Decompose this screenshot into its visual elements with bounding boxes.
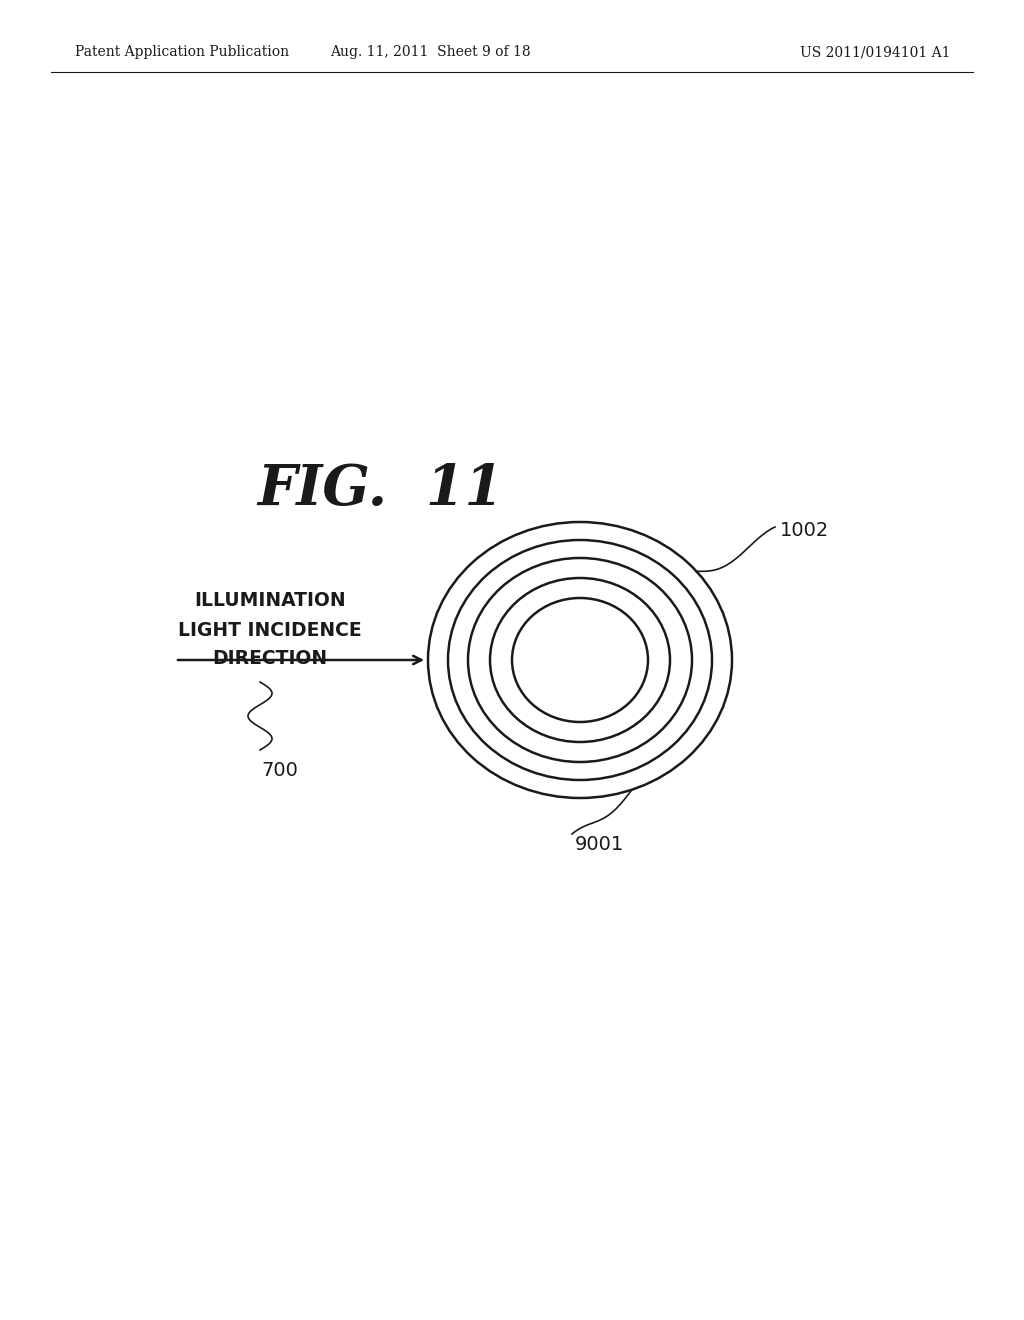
Text: 700: 700 [261, 760, 298, 780]
Text: 1002: 1002 [780, 520, 829, 540]
Text: FIG.  11: FIG. 11 [257, 462, 503, 517]
Text: Patent Application Publication: Patent Application Publication [75, 45, 289, 59]
Text: 9001: 9001 [575, 836, 625, 854]
Text: US 2011/0194101 A1: US 2011/0194101 A1 [800, 45, 950, 59]
Text: LIGHT INCIDENCE: LIGHT INCIDENCE [178, 620, 361, 639]
Text: ILLUMINATION: ILLUMINATION [195, 590, 346, 610]
Text: Aug. 11, 2011  Sheet 9 of 18: Aug. 11, 2011 Sheet 9 of 18 [330, 45, 530, 59]
Text: DIRECTION: DIRECTION [212, 648, 328, 668]
